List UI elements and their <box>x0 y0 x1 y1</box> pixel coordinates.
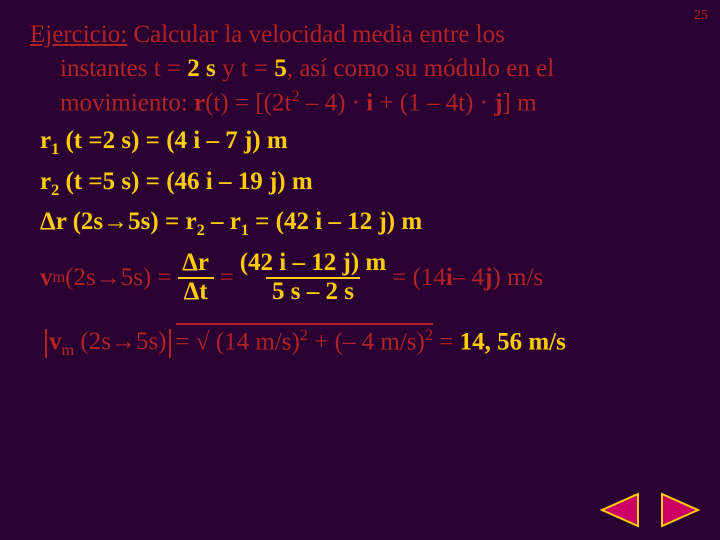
slide-content: Ejercicio: Calcular la velocidad media e… <box>0 0 720 362</box>
problem-line2: instantes t = 2 s y t = 5, así como su m… <box>60 52 690 86</box>
modulus-line: vm (2s→5s) = √ (14 m/s)2 + (– 4 m/s)2 = … <box>40 325 690 362</box>
delta-r-line: Δr (2s→5s) = r2 – r1 = (42 i – 12 j) m <box>40 205 690 242</box>
sqrt-overline: = √ (14 m/s)2 + (– 4 m/s)2 <box>176 325 433 359</box>
next-icon[interactable] <box>660 492 702 528</box>
r2-line: r2 (t =5 s) = (46 i – 19 j) m <box>40 165 690 202</box>
vm-line: vm (2s→5s) = Δr Δt = (42 i – 12 j) m 5 s… <box>40 250 690 305</box>
title-lead: Ejercicio: <box>30 21 127 48</box>
frac-values: (42 i – 12 j) m 5 s – 2 s <box>240 250 387 305</box>
page-number: 25 <box>694 8 708 24</box>
nav-controls <box>598 492 702 528</box>
problem-line3: movimiento: r(t) = [(2t2 – 4) · i + (1 –… <box>60 86 690 120</box>
frac-dr-dt: Δr Δt <box>178 250 214 305</box>
title-line1: Ejercicio: Calcular la velocidad media e… <box>30 18 690 52</box>
abs-bars: vm (2s→5s) <box>40 325 176 362</box>
prev-icon[interactable] <box>598 492 640 528</box>
r1-line: r1 (t =2 s) = (4 i – 7 j) m <box>40 124 690 161</box>
